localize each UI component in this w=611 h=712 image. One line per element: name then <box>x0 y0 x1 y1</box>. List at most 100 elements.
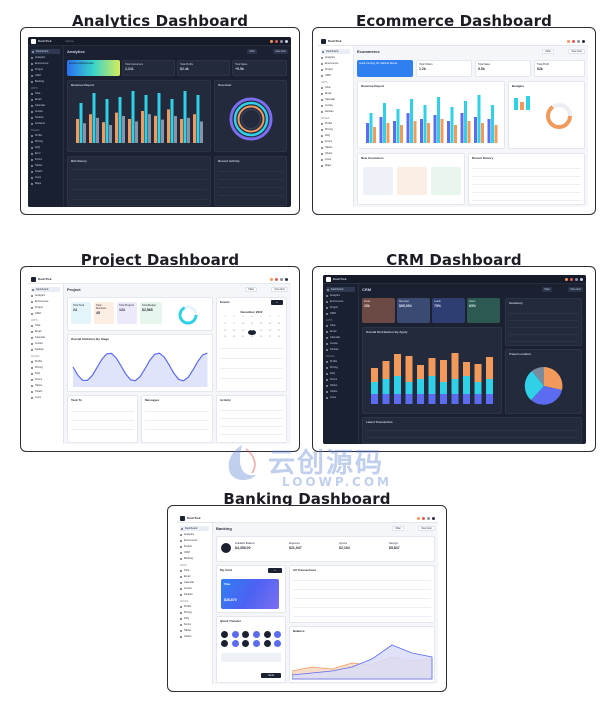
sidebar-item[interactable]: Email <box>31 329 60 334</box>
calendar-day[interactable]: 12 <box>259 322 263 325</box>
sidebar-item[interactable]: CRM <box>31 311 60 316</box>
sidebar-item[interactable]: Kanban <box>180 592 209 597</box>
sidebar-item[interactable]: Profile <box>31 133 60 138</box>
sidebar-item[interactable]: Pricing <box>31 365 60 370</box>
sidebar-item[interactable]: Kanban <box>31 115 60 120</box>
calendar-day[interactable]: 19 <box>259 329 263 332</box>
contact-avatar[interactable] <box>221 631 228 638</box>
sidebar-item[interactable]: Profile <box>31 359 60 364</box>
send-button[interactable]: Send <box>261 673 281 678</box>
sidebar-item[interactable]: FAQ <box>31 145 60 150</box>
calendar-day[interactable]: 10 <box>241 322 245 325</box>
sidebar-item[interactable]: Banking <box>31 79 60 84</box>
crm-screenshot[interactable]: DashTrek Dashboard Analytics Ecommerce P… <box>323 275 586 444</box>
calendar-day[interactable]: 15 <box>223 329 227 332</box>
sidebar-item[interactable]: Ecommerce <box>326 299 355 304</box>
contact-avatar[interactable] <box>253 640 260 647</box>
sidebar-item[interactable]: Kanban <box>31 347 60 352</box>
sidebar-item[interactable]: CRM <box>180 550 209 555</box>
sidebar-item[interactable]: Invoice <box>31 341 60 346</box>
create-button[interactable]: New Item <box>568 287 583 292</box>
sidebar-item[interactable]: Charts <box>326 389 355 394</box>
calendar-day[interactable]: 9 <box>233 322 235 325</box>
contact-avatar[interactable] <box>274 631 282 638</box>
calendar-day[interactable]: 3 <box>242 316 244 318</box>
analytics-screenshot[interactable]: DashTrek Home Dashboard Analytics Ecomme… <box>28 37 291 207</box>
sidebar-item[interactable]: Ecommerce <box>31 299 60 304</box>
notification-icon[interactable] <box>422 516 425 520</box>
calendar-day[interactable]: 17 <box>241 329 245 332</box>
sidebar-item[interactable]: Analytics <box>31 55 60 60</box>
sidebar-item[interactable]: Email <box>326 329 355 334</box>
sidebar-item[interactable]: Project <box>180 544 209 549</box>
sidebar-item[interactable]: Forms <box>180 622 209 627</box>
sidebar-item[interactable]: FAQ <box>180 616 209 621</box>
sidebar-item-dashboard[interactable]: Dashboard <box>180 526 209 531</box>
flag-icon[interactable] <box>417 516 420 520</box>
sidebar-item[interactable]: Project <box>326 305 355 310</box>
contact-avatars[interactable] <box>221 631 283 647</box>
sidebar-item[interactable]: Tables <box>321 145 350 150</box>
sidebar-item[interactable]: Analytics <box>31 293 60 298</box>
calendar-day[interactable]: 1 <box>224 316 226 318</box>
settings-icon[interactable] <box>577 39 580 43</box>
contact-avatar[interactable] <box>242 640 250 647</box>
sidebar-item[interactable]: Calendar <box>31 335 60 340</box>
contact-avatar[interactable] <box>242 631 250 638</box>
notification-icon[interactable] <box>570 277 573 281</box>
settings-icon[interactable] <box>575 277 578 281</box>
calendar-day[interactable]: 8 <box>224 322 226 325</box>
sidebar-item[interactable]: Kanban <box>321 109 350 114</box>
create-button[interactable]: New Item <box>271 287 288 292</box>
contact-avatar[interactable] <box>221 640 228 647</box>
calendar-day[interactable]: 24 <box>241 336 245 339</box>
sidebar-item[interactable]: Invoice <box>180 586 209 591</box>
filter-button[interactable]: Filter <box>392 526 404 531</box>
sidebar-item[interactable]: FAQ <box>326 371 355 376</box>
flag-icon[interactable] <box>567 39 570 43</box>
sidebar-item[interactable]: Banking <box>180 556 209 561</box>
sidebar-item[interactable]: Forms <box>31 377 60 382</box>
sidebar-item[interactable]: Icons <box>31 175 60 180</box>
sidebar-item[interactable]: Pricing <box>321 127 350 132</box>
create-button[interactable]: New Item <box>273 49 288 54</box>
sidebar-item[interactable]: Ecommerce <box>321 61 350 66</box>
sidebar-item[interactable]: Kanban <box>326 347 355 352</box>
sidebar-item-dashboard[interactable]: Dashboard <box>31 49 60 54</box>
sidebar-item[interactable]: Chat <box>180 568 209 573</box>
sidebar-item[interactable]: Project <box>31 67 60 72</box>
sidebar-item[interactable]: Chat <box>31 91 60 96</box>
sidebar-item[interactable]: Ecommerce <box>180 538 209 543</box>
sidebar-item[interactable]: Calendar <box>321 97 350 102</box>
calendar-day[interactable]: 11 <box>250 322 254 325</box>
contact-avatar[interactable] <box>253 631 260 638</box>
sidebar-item[interactable]: Tables <box>31 383 60 388</box>
sidebar-item[interactable]: Email <box>321 91 350 96</box>
sidebar-item[interactable]: Tables <box>180 628 209 633</box>
notification-icon[interactable] <box>275 277 278 281</box>
sidebar-item[interactable]: Contacts <box>31 121 60 126</box>
amount-input[interactable] <box>221 653 281 662</box>
sidebar-item[interactable]: Analytics <box>326 293 355 298</box>
sidebar-item[interactable]: Chat <box>321 85 350 90</box>
sidebar-item[interactable]: Tables <box>326 383 355 388</box>
calendar-grid[interactable]: 1 2 3 4 5 6 7 8 9 10 11 12 13 14 15 16 17 18 19 20 21 22 23 24 2… <box>221 316 283 342</box>
ecommerce-screenshot[interactable]: DashTrek Dashboard Analytics Ecommerce P… <box>318 37 588 207</box>
calendar-day[interactable]: 6 <box>269 316 271 318</box>
sidebar-item[interactable]: Email <box>31 97 60 102</box>
calendar-day[interactable]: 18 <box>248 329 256 336</box>
calendar-day[interactable]: 13 <box>268 322 272 325</box>
sidebar-item[interactable]: Forms <box>326 377 355 382</box>
avatar[interactable] <box>285 277 288 281</box>
sidebar-item[interactable]: Analytics <box>180 532 209 537</box>
sidebar-item-dashboard[interactable]: Dashboard <box>321 49 350 54</box>
settings-icon[interactable] <box>280 277 283 281</box>
contact-avatar[interactable] <box>263 631 271 638</box>
sidebar-item[interactable]: Pricing <box>180 610 209 615</box>
sidebar-item[interactable]: Maps <box>321 163 350 168</box>
calendar-day[interactable]: 23 <box>232 336 236 339</box>
filter-button[interactable]: Filter <box>542 49 554 54</box>
calendar-day[interactable]: 14 <box>277 322 281 325</box>
sidebar-item[interactable]: Maps <box>31 181 60 186</box>
flag-icon[interactable] <box>270 277 273 281</box>
